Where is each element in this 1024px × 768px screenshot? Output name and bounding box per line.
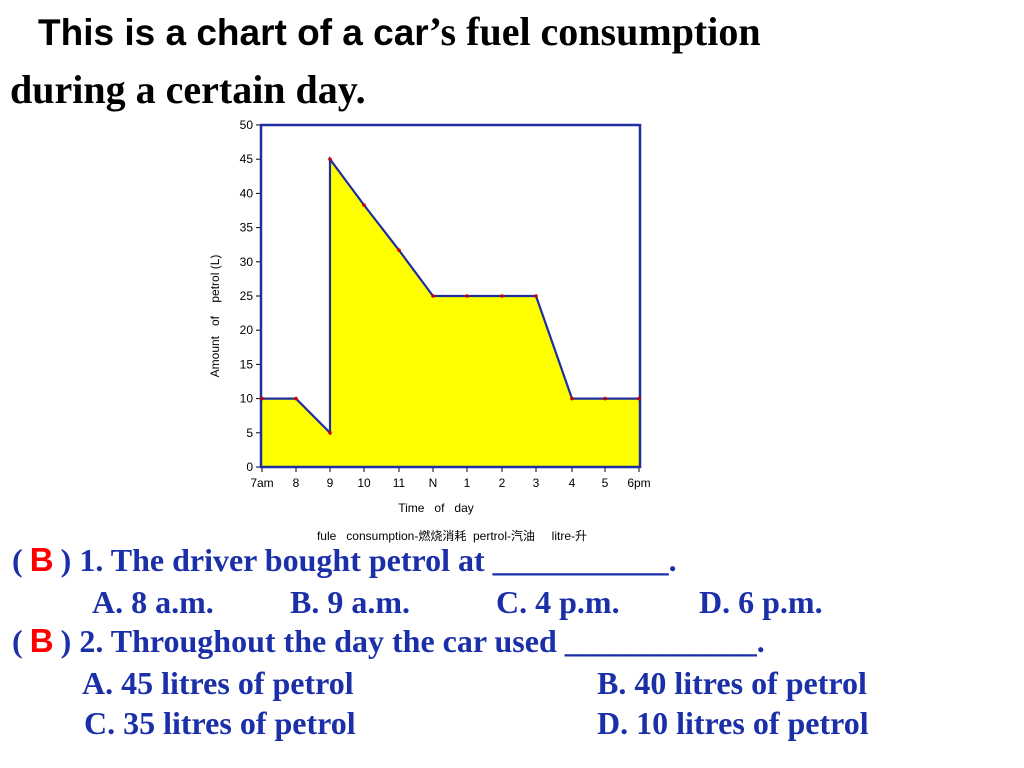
y-tick-label: 20 — [240, 323, 254, 337]
data-point — [260, 396, 264, 401]
answer-2: B — [29, 622, 54, 659]
title-line-1: This is a chart of a car’s fuel consumpt… — [38, 8, 761, 55]
answer-1: B — [29, 541, 54, 578]
title-part-sans: This is a chart of a car — [38, 12, 429, 53]
y-tick-label: 0 — [246, 460, 253, 474]
x-tick-label: 6pm — [627, 476, 650, 490]
data-point — [362, 203, 366, 207]
y-axis-label: Amount of petrol (L) — [208, 255, 222, 378]
q2-option-a: A. 45 litres of petrol — [82, 665, 354, 701]
plot-frame — [259, 123, 642, 469]
y-tick-label: 50 — [240, 118, 254, 132]
data-point — [397, 248, 401, 252]
q1-option-b: B. 9 a.m. — [290, 584, 410, 620]
data-point — [431, 294, 435, 298]
x-tick-label: 5 — [602, 476, 609, 490]
data-point — [603, 396, 607, 401]
x-tick-label: 2 — [499, 476, 506, 490]
question-1: (B) 1. The driver bought petrol at _____… — [12, 541, 677, 578]
chart-note: fule consumption-燃烧消耗 pertrol-汽油 litre-升 — [317, 528, 587, 543]
data-point — [534, 294, 538, 298]
y-tick-label: 5 — [246, 426, 253, 440]
data-markers — [260, 157, 641, 435]
x-axis-ticks: 7am 8 9 10 11 N 1 2 3 4 5 6pm — [250, 467, 651, 490]
q1-option-d: D. 6 p.m. — [699, 584, 823, 620]
y-tick-label: 10 — [240, 392, 254, 406]
x-tick-label: 8 — [293, 476, 300, 490]
data-point — [637, 396, 641, 401]
x-tick-label: 11 — [393, 476, 406, 490]
y-axis-ticks: 0 5 10 15 20 25 30 35 40 45 50 — [240, 118, 261, 474]
y-tick-label: 25 — [240, 289, 254, 303]
question-2-text: 2. Throughout the day the car used _____… — [79, 623, 765, 659]
data-point — [465, 294, 469, 298]
q2-option-c: C. 35 litres of petrol — [84, 705, 356, 741]
data-point — [500, 294, 504, 298]
title-part-serif: ’s fuel consumption — [428, 9, 761, 54]
y-tick-label: 30 — [240, 255, 254, 269]
data-point — [570, 396, 574, 401]
x-tick-label: 7am — [250, 476, 273, 490]
y-tick-label: 40 — [240, 186, 254, 200]
question-1-text: 1. The driver bought petrol at _________… — [79, 542, 677, 578]
x-tick-label: 4 — [569, 476, 576, 490]
q2-option-b: B. 40 litres of petrol — [597, 665, 867, 701]
x-tick-label: 1 — [464, 476, 471, 490]
question-2: (B) 2. Throughout the day the car used _… — [12, 622, 765, 659]
fuel-area-fill — [262, 159, 639, 467]
y-tick-label: 45 — [240, 152, 254, 166]
x-tick-label: 10 — [357, 476, 371, 490]
q1-option-c: C. 4 p.m. — [496, 584, 620, 620]
x-axis-label: Time of day — [398, 501, 474, 515]
y-tick-label: 15 — [240, 357, 254, 371]
data-point — [328, 431, 332, 435]
x-tick-label: 9 — [327, 476, 334, 490]
title-line-2: during a certain day. — [10, 67, 366, 112]
y-tick-label: 35 — [240, 221, 254, 235]
x-tick-label: 3 — [533, 476, 540, 490]
q2-option-d: D. 10 litres of petrol — [597, 705, 869, 741]
x-tick-label: N — [429, 476, 438, 490]
data-point — [328, 157, 332, 161]
q1-option-a: A. 8 a.m. — [92, 584, 214, 620]
data-point — [294, 396, 298, 401]
